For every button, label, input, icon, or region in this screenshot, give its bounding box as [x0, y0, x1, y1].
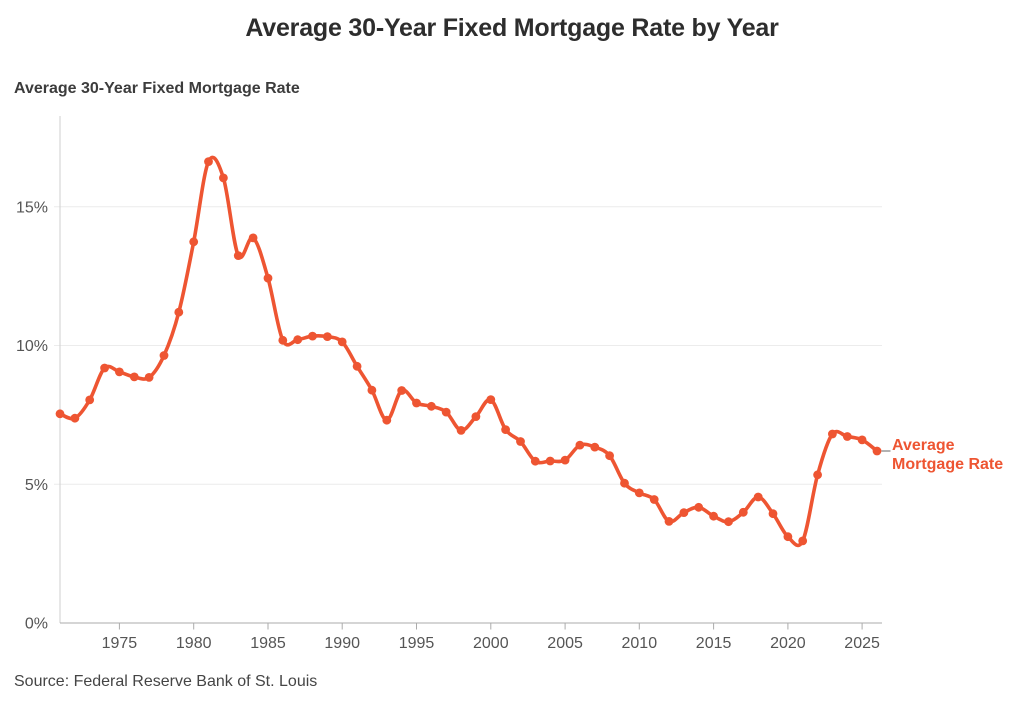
series-legend-line-1: Average: [892, 437, 955, 454]
data-point-1971: [55, 409, 65, 419]
data-point-1980: [189, 237, 199, 247]
chart-subtitle: Average 30-Year Fixed Mortgage Rate: [14, 80, 300, 97]
x-axis-ticks: 1975 1980 1985 1990 1995 2000 2005 2010 2015 2020…: [102, 623, 880, 652]
data-point-2012: [664, 517, 674, 526]
x-axis-label-2005: 2005: [547, 635, 583, 652]
data-point-1999: [471, 412, 481, 421]
data-point-1986: [278, 335, 288, 345]
data-point-2025: [857, 435, 867, 445]
data-point-2013: [679, 508, 689, 517]
data-points: [55, 157, 882, 546]
data-point-2016: [724, 517, 733, 527]
data-point-2020: [783, 532, 793, 542]
data-point-2003: [530, 456, 540, 466]
data-point-1983: [233, 251, 243, 260]
data-point-2005: [560, 455, 570, 465]
data-point-1987: [293, 335, 303, 345]
x-axis-label-1985: 1985: [250, 635, 286, 652]
data-point-1992: [367, 385, 377, 395]
data-point-2008: [605, 451, 614, 461]
data-point-2001: [501, 425, 510, 434]
data-point-2010: [634, 488, 644, 498]
data-point-1976: [129, 372, 139, 382]
data-point-2011: [649, 495, 659, 504]
x-axis-label-2015: 2015: [696, 635, 732, 652]
gridlines: 0% 5% 10% 15%: [16, 199, 882, 633]
data-point-1978: [159, 351, 169, 360]
data-point-2017: [738, 507, 748, 517]
data-point-1996: [427, 401, 436, 411]
data-point-1997: [441, 407, 451, 417]
data-point-2018: [753, 492, 763, 502]
series-legend-line-2: Mortgage Rate: [892, 456, 1004, 473]
data-point-1991: [352, 361, 362, 371]
data-point-2019: [768, 509, 778, 519]
data-point-2000: [486, 395, 496, 404]
y-axis-label-15: 15%: [16, 199, 48, 216]
data-point-2014: [694, 502, 704, 512]
x-axis-label-2000: 2000: [473, 635, 509, 652]
data-point-1984: [248, 233, 258, 243]
data-point-2009: [620, 478, 629, 488]
data-point-2015: [709, 511, 718, 521]
data-point-1989: [323, 332, 332, 341]
x-axis-label-1975: 1975: [102, 635, 138, 652]
data-point-2006: [575, 440, 585, 450]
y-axis-label-5: 5%: [25, 477, 48, 494]
series-legend: Average Mortgage Rate: [892, 436, 1003, 474]
series-line: [58, 155, 879, 548]
x-axis-label-2020: 2020: [770, 635, 806, 652]
x-axis-label-1995: 1995: [399, 635, 435, 652]
data-point-2004: [545, 456, 555, 466]
data-point-1993: [382, 415, 392, 425]
data-point-2007: [590, 442, 600, 452]
data-point-1979: [174, 307, 184, 317]
chart-title: Average 30-Year Fixed Mortgage Rate by Y…: [245, 14, 779, 42]
data-point-2021: [798, 536, 808, 546]
data-point-2024: [842, 432, 852, 441]
x-axis-label-2010: 2010: [622, 635, 658, 652]
data-point-1988: [308, 331, 317, 341]
data-point-1985: [263, 273, 273, 283]
data-point-2023: [828, 429, 837, 439]
x-axis-label-1980: 1980: [176, 635, 212, 652]
data-point-1990: [337, 337, 347, 347]
data-point-1994: [397, 386, 407, 395]
data-point-2026: [872, 446, 882, 456]
data-point-1975: [115, 367, 124, 377]
data-point-1995: [412, 398, 421, 408]
data-point-1977: [144, 373, 154, 382]
data-point-1982: [219, 173, 228, 183]
data-point-1998: [456, 426, 466, 435]
y-axis-label-10: 10%: [16, 338, 48, 355]
data-point-1972: [70, 413, 80, 423]
y-axis-label-0: 0%: [25, 616, 48, 633]
data-point-2022: [813, 470, 822, 480]
x-axis-label-2025: 2025: [844, 635, 880, 652]
x-axis-label-1990: 1990: [324, 635, 360, 652]
data-point-2002: [516, 437, 525, 446]
data-point-1973: [85, 395, 95, 405]
data-point-1974: [100, 363, 109, 373]
data-point-1981: [204, 157, 213, 167]
source-note: Source: Federal Reserve Bank of St. Loui…: [14, 673, 318, 690]
